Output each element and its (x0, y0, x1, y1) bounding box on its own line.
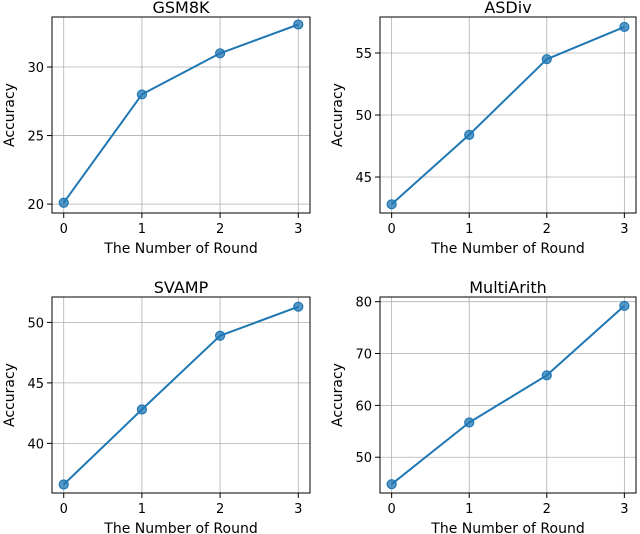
plot-frame (51, 296, 311, 494)
y-tick-label: 50 (355, 451, 372, 466)
chart-title: MultiArith (469, 278, 547, 297)
x-axis-label: The Number of Round (103, 521, 257, 534)
data-point (619, 300, 630, 311)
data-point (541, 370, 552, 381)
plot-frame (379, 296, 637, 494)
x-tick-label: 1 (465, 502, 473, 517)
x-tick-label: 2 (216, 222, 224, 237)
x-axis-label: The Number of Round (430, 241, 584, 257)
x-tick-label: 3 (620, 502, 628, 517)
y-axis-label: Accuracy (2, 363, 18, 427)
x-tick-label: 1 (138, 502, 146, 517)
x-tick-label: 3 (294, 502, 302, 517)
data-point (386, 199, 397, 210)
x-tick-label: 1 (465, 222, 473, 237)
subplot-asdiv: 0 1 2 3 45 50 55 ASDiv The Number of Round Accura… (330, 0, 637, 257)
data-point (464, 129, 475, 140)
y-tick-label: 30 (27, 61, 44, 76)
y-tick-label: 50 (355, 109, 372, 124)
data-point (58, 197, 69, 208)
data-point (619, 21, 630, 33)
y-axis-label: Accuracy (330, 83, 346, 147)
y-axis-label: Accuracy (2, 83, 18, 147)
y-tick-label: 55 (355, 47, 372, 62)
y-tick-label: 45 (27, 377, 44, 392)
chart-title: SVAMP (154, 278, 209, 297)
plot-frame (51, 16, 311, 214)
data-point (136, 404, 148, 415)
y-axis-label: Accuracy (330, 363, 346, 427)
y-tick-label: 70 (355, 348, 372, 363)
chart-title: GSM8K (152, 0, 210, 17)
data-point (386, 479, 397, 490)
y-tick-label: 50 (27, 316, 44, 331)
x-tick-label: 2 (216, 502, 224, 517)
x-tick-label: 2 (543, 502, 551, 517)
subplot-svamp: 0 1 2 3 40 45 50 SVAMP The Number of Round Accura… (2, 278, 311, 534)
data-point (293, 19, 304, 30)
data-point (541, 54, 552, 65)
chart-title: ASDiv (484, 0, 531, 17)
y-tick-label: 40 (27, 437, 44, 452)
subplot-multiarith: 0 1 2 3 50 60 70 80 MultiArith The Number of Roun… (330, 278, 637, 534)
y-tick-label: 45 (355, 171, 372, 186)
series-line (62, 23, 299, 204)
y-tick-label: 60 (355, 399, 372, 414)
x-tick-label: 3 (294, 222, 302, 237)
x-tick-label: 1 (138, 222, 146, 237)
series-line (63, 305, 299, 486)
x-tick-label: 0 (387, 502, 395, 517)
x-tick-label: 0 (60, 502, 68, 517)
series-line (390, 305, 626, 485)
x-tick-label: 2 (543, 222, 551, 237)
data-point (464, 417, 475, 428)
data-point (58, 479, 69, 490)
x-tick-label: 0 (387, 222, 395, 237)
y-tick-label: 80 (355, 296, 372, 311)
x-axis-label: The Number of Round (430, 521, 584, 534)
subplot-gsm8k: 0 1 2 3 20 25 30 GSM8K The Number of Round Accura… (2, 0, 311, 257)
y-tick-label: 20 (27, 198, 44, 213)
y-tick-label: 25 (27, 130, 44, 145)
x-tick-label: 0 (60, 222, 68, 237)
data-point (214, 330, 226, 341)
data-point (214, 48, 226, 59)
x-axis-label: The Number of Round (103, 241, 257, 257)
x-tick-label: 3 (620, 222, 628, 237)
data-point (136, 89, 148, 100)
series-line (390, 25, 625, 206)
data-point (293, 301, 304, 312)
